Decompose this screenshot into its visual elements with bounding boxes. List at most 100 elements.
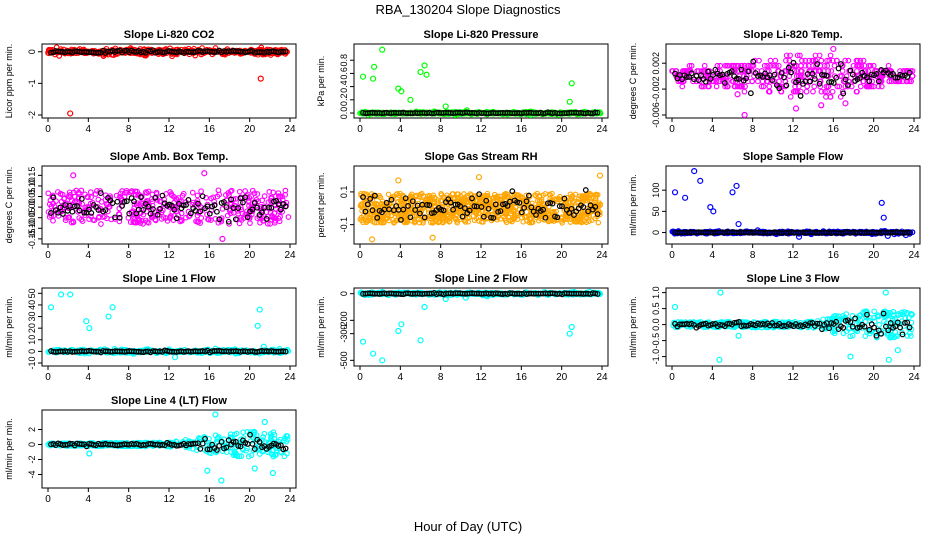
data-point	[765, 88, 772, 95]
data-point	[745, 62, 751, 69]
data-points	[357, 46, 604, 118]
mean-point	[509, 188, 516, 195]
mean-point	[185, 197, 192, 203]
mean-point	[97, 190, 104, 196]
mean-point	[171, 206, 178, 213]
mean-point	[280, 348, 287, 355]
mean-point	[268, 204, 275, 211]
outlier-point	[671, 189, 679, 196]
y-axis-label: ml/min per min.	[628, 174, 638, 236]
data-point	[810, 88, 816, 95]
y-axis-label: kPa per min.	[316, 56, 326, 107]
data-point	[247, 220, 253, 226]
outlier-point	[67, 291, 74, 298]
mean-point	[823, 72, 830, 79]
mean-point	[904, 229, 911, 236]
outlier-point	[370, 75, 377, 82]
data-point	[370, 204, 376, 210]
outlier-point	[735, 220, 742, 228]
data-point	[204, 211, 210, 218]
outlier-point	[707, 204, 714, 211]
data-point	[595, 219, 602, 226]
data-point	[266, 189, 273, 195]
mean-point	[457, 203, 464, 210]
panel-title: Slope Line 3 Flow	[747, 273, 840, 285]
data-point	[822, 88, 828, 95]
mean-point	[849, 71, 856, 78]
data-point	[826, 57, 833, 64]
data-point	[737, 83, 744, 90]
data-point	[575, 216, 581, 223]
y-tick-label: 50	[27, 288, 37, 298]
mean-point	[254, 204, 261, 211]
x-tick-label: 16	[516, 124, 528, 135]
data-point	[160, 214, 167, 220]
data-point	[131, 201, 138, 207]
x-tick-label: 0	[45, 372, 51, 383]
data-point	[857, 83, 864, 90]
mean-point	[71, 203, 78, 210]
panel-title: Slope Li-820 Pressure	[424, 29, 539, 41]
panel-title: Slope Li-820 CO2	[124, 29, 214, 41]
mean-point	[251, 200, 258, 206]
mean-point	[497, 208, 504, 215]
data-point	[442, 218, 448, 224]
outlier-point	[729, 189, 736, 196]
data-point	[378, 200, 385, 207]
mean-point	[371, 192, 378, 199]
data-point	[817, 78, 823, 85]
mean-point	[402, 195, 409, 202]
data-point	[189, 201, 196, 208]
y-axis-label: Licor ppm per min.	[4, 44, 14, 119]
panel-title: Slope Amb. Box Temp.	[110, 151, 229, 163]
mean-point	[788, 69, 795, 76]
data-point	[713, 83, 720, 90]
data-point	[276, 198, 282, 204]
data-point	[791, 62, 798, 69]
data-point	[747, 62, 754, 69]
mean-point	[168, 202, 175, 209]
mean-point	[525, 192, 532, 199]
data-point	[716, 78, 723, 85]
mean-point	[102, 207, 109, 213]
mean-point	[74, 203, 80, 209]
mean-point	[554, 214, 561, 221]
data-point	[908, 78, 914, 85]
mean-point	[159, 192, 166, 199]
mean-point	[398, 216, 404, 223]
outlier-point	[568, 80, 575, 87]
mean-point	[778, 69, 785, 76]
data-point	[558, 218, 565, 224]
data-point	[357, 216, 363, 223]
data-points	[45, 170, 292, 242]
y-tick-label: -0.05	[27, 207, 37, 228]
data-point	[145, 188, 152, 195]
outlier-point	[442, 103, 449, 110]
mean-point	[447, 199, 454, 206]
x-tick-label: 12	[163, 372, 175, 383]
mean-point	[485, 205, 492, 212]
data-point	[377, 194, 384, 201]
y-tick-label: 0.2	[339, 94, 349, 107]
data-point	[845, 57, 852, 64]
x-tick-label: 12	[163, 124, 175, 135]
mean-point	[362, 208, 369, 215]
y-tick-label: 0.6	[339, 67, 349, 80]
data-point	[909, 229, 916, 236]
mean-point	[388, 196, 395, 203]
data-point	[683, 68, 690, 74]
mean-point	[145, 203, 152, 210]
y-tick-label: -10	[27, 356, 37, 369]
x-tick-label: 12	[787, 372, 799, 383]
data-point	[741, 88, 748, 95]
mean-point	[213, 208, 220, 215]
data-point	[802, 57, 809, 64]
mean-point	[559, 203, 565, 210]
data-point	[836, 83, 843, 90]
mean-point	[424, 202, 430, 208]
mean-point	[683, 74, 690, 80]
mean-point	[592, 290, 599, 297]
mean-point	[95, 49, 102, 56]
